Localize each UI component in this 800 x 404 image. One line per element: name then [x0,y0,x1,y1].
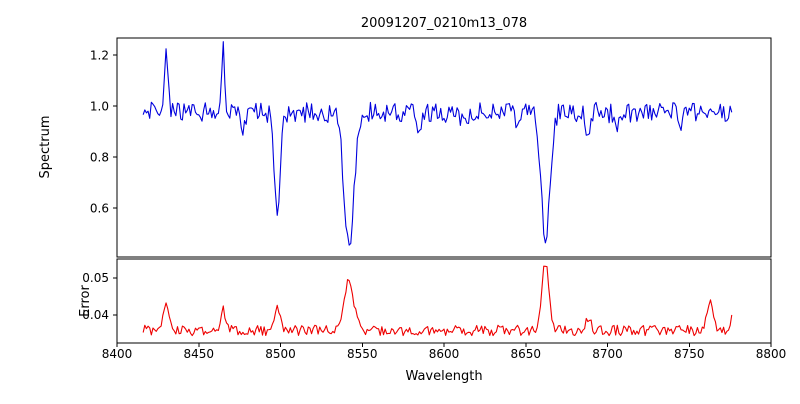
error-y-axis-label: Error [78,285,93,317]
spectrum-y-axis-label: Spectrum [38,116,53,179]
chart-layer: 0.6 0.8 1.0 1.2 0.04 0.05 8400 8450 8500 8550 8600… [82,37,787,361]
x-tick-label: 8500 [265,347,296,361]
spectrum-y-tick-label: 1.2 [90,48,109,62]
x-tick-label: 8650 [510,347,541,361]
x-tick-label: 8700 [592,347,623,361]
chart-title: 20091207_0210m13_078 [361,16,527,31]
spectrum-line [142,41,733,246]
x-tick-label: 8600 [429,347,460,361]
error-line [142,265,733,337]
error-y-tick-label: 0.05 [82,271,109,285]
x-tick-label: 8400 [102,347,133,361]
x-axis-label: Wavelength [405,369,482,384]
spectrum-y-tick-label: 0.8 [90,150,109,164]
x-tick-label: 8550 [347,347,378,361]
spectrum-panel-border [116,37,772,258]
x-tick-label: 8450 [183,347,214,361]
x-tick-label: 8750 [674,347,705,361]
error-y-tick-label: 0.04 [82,308,109,322]
x-tick-label: 8800 [756,347,787,361]
spectrum-y-tick-label: 0.6 [90,201,109,215]
spectrum-y-tick-label: 1.0 [90,99,109,113]
